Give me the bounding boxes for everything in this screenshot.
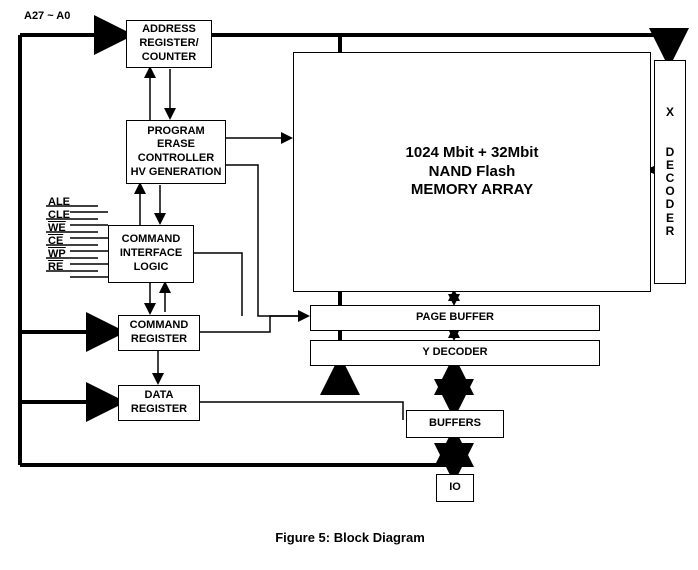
signal-ce: CE bbox=[48, 235, 63, 247]
block-io: IO bbox=[436, 474, 474, 502]
block-buffers: BUFFERS bbox=[406, 410, 504, 438]
signal-ale: ALE bbox=[48, 196, 70, 208]
block-data-register: DATAREGISTER bbox=[118, 385, 200, 421]
addr-bus-label: A27 ~ A0 bbox=[24, 10, 70, 22]
figure-caption: Figure 5: Block Diagram bbox=[10, 530, 690, 545]
block-address-register: ADDRESSREGISTER/COUNTER bbox=[126, 20, 212, 68]
block-pec: PROGRAMERASECONTROLLERHV GENERATION bbox=[126, 120, 226, 184]
signal-re: RE bbox=[48, 261, 63, 273]
block-page-buffer: PAGE BUFFER bbox=[310, 305, 600, 331]
signal-wp: WP bbox=[48, 248, 66, 260]
signal-cle: CLE bbox=[48, 209, 70, 221]
block-command-register: COMMANDREGISTER bbox=[118, 315, 200, 351]
signal-we: WE bbox=[48, 222, 66, 234]
block-x-decoder: X DECODER bbox=[654, 60, 686, 284]
block-cil: COMMANDINTERFACELOGIC bbox=[108, 225, 194, 283]
block-y-decoder: Y DECODER bbox=[310, 340, 600, 366]
block-memory-array: 1024 Mbit + 32MbitNAND FlashMEMORY ARRAY bbox=[293, 52, 651, 292]
diagram-canvas: ADDRESSREGISTER/COUNTER PROGRAMERASECONT… bbox=[10, 10, 690, 560]
